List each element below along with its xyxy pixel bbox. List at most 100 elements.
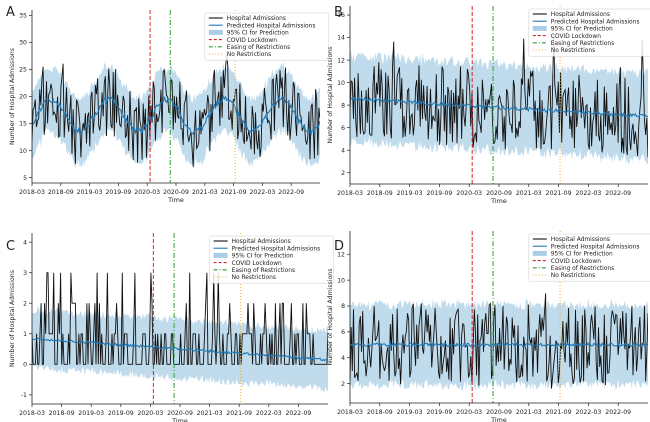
x-tick-label: 2021-09 xyxy=(546,409,572,416)
legend-swatch xyxy=(208,29,223,35)
panel-d: D 2018-03 2018-09 2019-03 2019-09 2020-03 2020… xyxy=(327,231,650,422)
observed-line xyxy=(32,272,328,365)
y-tick-label: 8 xyxy=(341,303,345,310)
y-tick-label: -1 xyxy=(21,392,27,399)
x-tick-label: 2022-03 xyxy=(575,190,601,197)
legend-entry: No Restrictions xyxy=(551,273,595,279)
legend-entry: COVID Lockdown xyxy=(232,261,282,267)
legend-entry: Hospital Admissions xyxy=(232,239,291,245)
x-tick-label: 2022-09 xyxy=(605,409,631,416)
observed-line xyxy=(32,54,320,167)
legend-swatch xyxy=(532,25,547,31)
x-tick-label: 2020-09 xyxy=(163,189,189,196)
panel-label: B xyxy=(334,5,343,20)
y-tick-label: 10 xyxy=(337,80,345,87)
x-tick-label: 2020-09 xyxy=(486,190,512,197)
legend-entry: No Restrictions xyxy=(232,275,276,281)
y-tick-label: 1 xyxy=(23,331,27,338)
x-tick-label: 2018-09 xyxy=(48,189,74,196)
legend-entry: COVID Lockdown xyxy=(227,38,277,44)
x-tick-label: 2019-09 xyxy=(105,189,131,196)
y-axis-title: Number of Hospital Admissions xyxy=(9,270,16,367)
legend-swatch xyxy=(213,252,228,258)
x-tick-label: 2018-03 xyxy=(19,189,45,196)
x-tick-label: 2019-09 xyxy=(426,409,452,416)
x-tick-label: 2019-03 xyxy=(77,189,103,196)
legend-entry: Predicted Hospital Admissions xyxy=(551,244,640,250)
legend-entry: Easing of Restrictions xyxy=(551,41,614,47)
x-axis-title: Time xyxy=(490,197,507,205)
legend-entry: Easing of Restrictions xyxy=(232,268,295,274)
legend-box xyxy=(528,8,650,57)
legend-entry: No Restrictions xyxy=(551,48,595,54)
legend-entry: No Restrictions xyxy=(227,52,271,58)
x-tick-label: 2020-09 xyxy=(167,410,193,417)
y-tick-label: 20 xyxy=(19,94,27,101)
legend-entry: Hospital Admissions xyxy=(227,16,286,22)
y-tick-label: 10 xyxy=(337,277,345,284)
y-tick-label: 10 xyxy=(19,148,27,155)
x-tick-label: 2021-03 xyxy=(516,190,542,197)
legend-entry: 95% CI for Prediction xyxy=(232,254,294,260)
y-tick-label: 6 xyxy=(341,125,345,132)
x-axis-title: Time xyxy=(167,196,184,204)
y-tick-label: 12 xyxy=(337,251,345,258)
x-tick-label: 2020-03 xyxy=(456,190,482,197)
y-tick-label: 0 xyxy=(23,362,27,369)
x-tick-label: 2022-09 xyxy=(278,189,304,196)
legend-entry: 95% CI for Prediction xyxy=(551,252,613,258)
x-tick-label: 2020-03 xyxy=(137,410,163,417)
y-tick-label: 4 xyxy=(341,355,345,362)
x-tick-label: 2021-03 xyxy=(516,409,542,416)
y-tick-label: 30 xyxy=(19,40,27,47)
y-tick-label: 12 xyxy=(337,57,345,64)
x-tick-label: 2021-03 xyxy=(197,410,223,417)
y-tick-label: 8 xyxy=(341,102,345,109)
x-tick-label: 2022-09 xyxy=(605,190,631,197)
y-tick-label: 15 xyxy=(19,121,27,128)
x-axis-title: Time xyxy=(171,417,188,422)
y-tick-label: 4 xyxy=(23,239,27,246)
legend-entry: COVID Lockdown xyxy=(551,34,601,40)
x-tick-label: 2021-09 xyxy=(546,190,572,197)
x-tick-label: 2021-03 xyxy=(192,189,218,196)
x-tick-label: 2019-09 xyxy=(426,190,452,197)
x-tick-label: 2018-03 xyxy=(337,409,363,416)
panel-label: A xyxy=(6,5,15,20)
legend-box xyxy=(204,12,330,61)
legend-entry: Easing of Restrictions xyxy=(227,45,290,51)
x-tick-label: 2022-03 xyxy=(249,189,275,196)
legend-entry: COVID Lockdown xyxy=(551,259,601,265)
y-axis-title: Number of Hospital Admissions xyxy=(327,269,334,366)
predicted-line xyxy=(350,341,648,348)
legend-entry: Predicted Hospital Admissions xyxy=(232,246,321,252)
y-tick-label: 14 xyxy=(337,35,345,42)
legend-entry: 95% CI for Prediction xyxy=(227,31,289,37)
x-tick-label: 2021-09 xyxy=(226,410,252,417)
observed-line xyxy=(350,33,648,158)
y-tick-label: 2 xyxy=(23,300,27,307)
x-tick-label: 2019-03 xyxy=(397,409,423,416)
y-tick-label: 3 xyxy=(23,270,27,277)
y-tick-label: 2 xyxy=(341,381,345,388)
x-tick-label: 2020-09 xyxy=(486,409,512,416)
panel-label: C xyxy=(6,239,15,254)
y-tick-label: 2 xyxy=(341,170,345,177)
x-tick-label: 2018-09 xyxy=(367,190,393,197)
x-tick-label: 2020-03 xyxy=(134,189,160,196)
legend-box xyxy=(209,235,334,284)
x-tick-label: 2019-09 xyxy=(108,410,134,417)
x-tick-label: 2019-03 xyxy=(397,190,423,197)
x-tick-label: 2022-03 xyxy=(256,410,282,417)
y-tick-label: 25 xyxy=(19,67,27,74)
legend-swatch xyxy=(532,250,547,256)
legend-entry: Hospital Admissions xyxy=(551,12,610,18)
x-tick-label: 2022-09 xyxy=(285,410,311,417)
y-tick-label: 5 xyxy=(23,175,27,182)
predicted-line xyxy=(32,94,320,136)
x-tick-label: 2018-03 xyxy=(337,190,363,197)
x-tick-label: 2018-09 xyxy=(367,409,393,416)
